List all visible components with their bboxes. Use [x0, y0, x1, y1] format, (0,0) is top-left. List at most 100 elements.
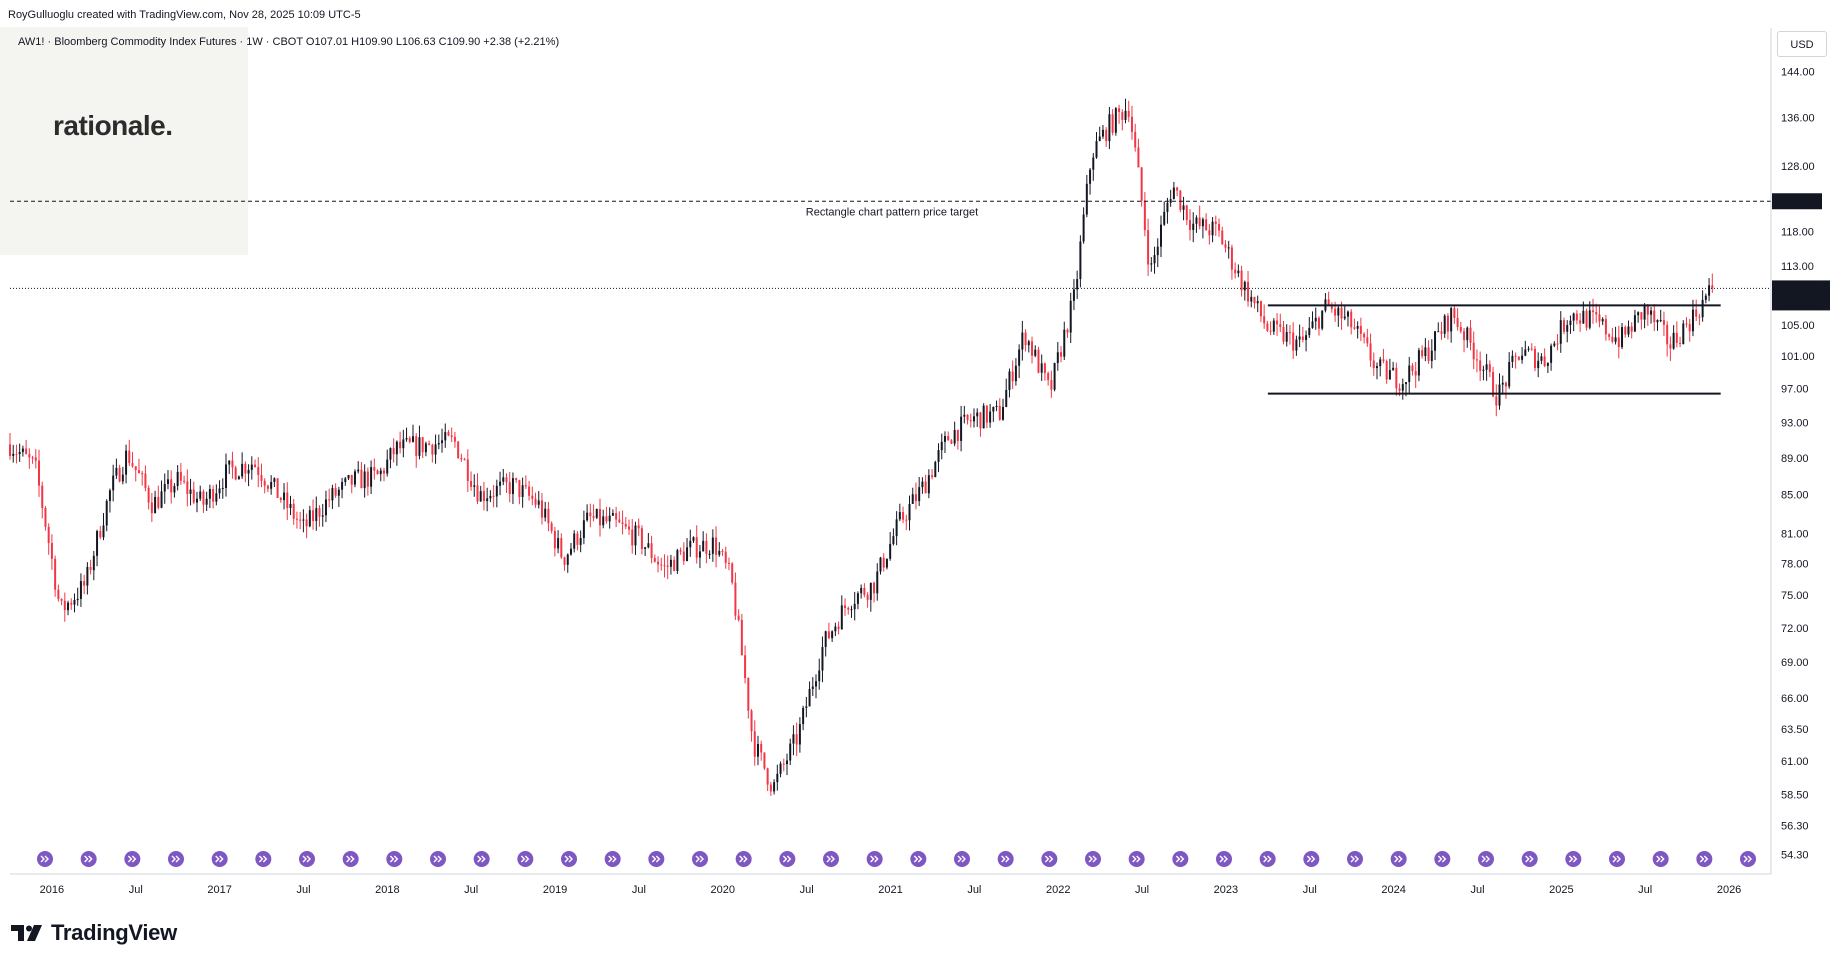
event-marker-icon[interactable] [211, 851, 228, 867]
candle-body [1701, 299, 1704, 318]
event-marker-icon[interactable] [1216, 851, 1232, 867]
time-tick-label: Jul [464, 884, 478, 896]
candle-body [412, 436, 415, 442]
candle-body [1305, 335, 1308, 341]
candle-body [918, 487, 921, 502]
candle-body [963, 414, 966, 417]
candle-body [379, 470, 382, 475]
candle-body [689, 540, 692, 548]
candle-body [892, 536, 895, 544]
candle-body [147, 487, 150, 503]
event-marker-icon[interactable] [1609, 851, 1625, 867]
candle-body [324, 499, 327, 516]
event-marker-icon[interactable] [1434, 851, 1451, 867]
candle-body [1095, 141, 1098, 158]
candle-body [137, 470, 140, 474]
event-marker-icon[interactable] [342, 851, 359, 867]
event-marker-icon[interactable] [255, 851, 272, 867]
candle-body [263, 480, 266, 486]
event-marker-icon[interactable] [473, 851, 490, 867]
candle-body [1430, 350, 1433, 361]
candle-body [499, 481, 502, 486]
candle-body [856, 593, 859, 604]
event-marker-icon[interactable] [561, 851, 577, 867]
event-marker-icon[interactable] [386, 851, 403, 867]
candle-body [212, 489, 215, 502]
event-marker-icon[interactable] [1521, 851, 1538, 867]
event-marker-circle [1347, 851, 1363, 867]
event-marker-icon[interactable] [80, 851, 97, 867]
candle-body [1698, 316, 1701, 318]
candle-body [1134, 131, 1137, 148]
event-marker-icon[interactable] [299, 851, 315, 867]
candle-body [844, 605, 847, 608]
event-marker-icon[interactable] [604, 851, 621, 867]
event-markers [37, 851, 1756, 867]
candle-body [1011, 371, 1014, 382]
event-marker-icon[interactable] [430, 851, 446, 867]
candle-body [1562, 320, 1565, 332]
watermark-logo: rationale. [53, 110, 173, 141]
event-marker-icon[interactable] [517, 851, 534, 867]
event-marker-icon[interactable] [168, 851, 184, 867]
candle-body [669, 559, 672, 567]
candle-body [28, 453, 31, 458]
candle-body [1276, 320, 1279, 325]
event-marker-icon[interactable] [1041, 851, 1058, 867]
event-marker-icon[interactable] [997, 851, 1014, 867]
event-marker-icon[interactable] [1478, 851, 1494, 867]
candle-body [1614, 337, 1617, 342]
event-marker-icon[interactable] [1565, 851, 1582, 867]
candle-body [1005, 389, 1008, 407]
event-marker-icon[interactable] [1085, 851, 1101, 867]
candle-body [1543, 356, 1546, 366]
event-marker-icon[interactable] [1740, 851, 1756, 867]
event-marker-icon[interactable] [1652, 851, 1669, 867]
candle-body [183, 480, 186, 482]
candle-body [415, 436, 418, 456]
candle-body [347, 474, 350, 479]
candle-body [586, 512, 589, 521]
candle-body [1198, 217, 1201, 227]
event-marker-icon[interactable] [1303, 851, 1320, 867]
candle-body [1076, 279, 1079, 290]
candle-body [179, 471, 182, 481]
currency-button[interactable]: USD [1777, 31, 1827, 57]
time-tick-label: 2021 [878, 884, 902, 896]
event-marker-icon[interactable] [954, 851, 970, 867]
event-marker-icon[interactable] [124, 851, 141, 867]
event-marker-icon[interactable] [648, 851, 665, 867]
candle-body [1247, 281, 1250, 302]
candle-body [244, 463, 247, 474]
tradingview-logo[interactable]: TradingView [11, 920, 177, 946]
candle-body [515, 478, 518, 481]
event-marker-icon[interactable] [1696, 851, 1713, 867]
candle-body [1140, 167, 1143, 201]
event-marker-circle [997, 851, 1014, 867]
event-marker-icon[interactable] [37, 851, 53, 867]
event-marker-icon[interactable] [1390, 851, 1407, 867]
event-marker-icon[interactable] [692, 851, 708, 867]
candle-body [1579, 320, 1582, 324]
candle-body [418, 437, 421, 456]
event-marker-icon[interactable] [779, 851, 796, 867]
candle-body [821, 647, 824, 671]
event-marker-icon[interactable] [735, 851, 752, 867]
target-price-label: 122.50 [1781, 196, 1815, 208]
event-marker-icon[interactable] [1128, 851, 1145, 867]
event-marker-icon[interactable] [823, 851, 839, 867]
candle-body [1079, 241, 1082, 280]
candle-body [1456, 317, 1459, 328]
event-marker-icon[interactable] [1172, 851, 1189, 867]
event-marker-icon[interactable] [866, 851, 883, 867]
candle-body [1031, 341, 1034, 356]
candle-body [228, 460, 231, 465]
candle-body [947, 436, 950, 441]
candle-body [453, 436, 456, 442]
event-marker-icon[interactable] [1259, 851, 1276, 867]
candle-body [15, 453, 18, 455]
event-marker-icon[interactable] [910, 851, 927, 867]
candle-body [1398, 388, 1401, 391]
event-marker-icon[interactable] [1347, 851, 1363, 867]
